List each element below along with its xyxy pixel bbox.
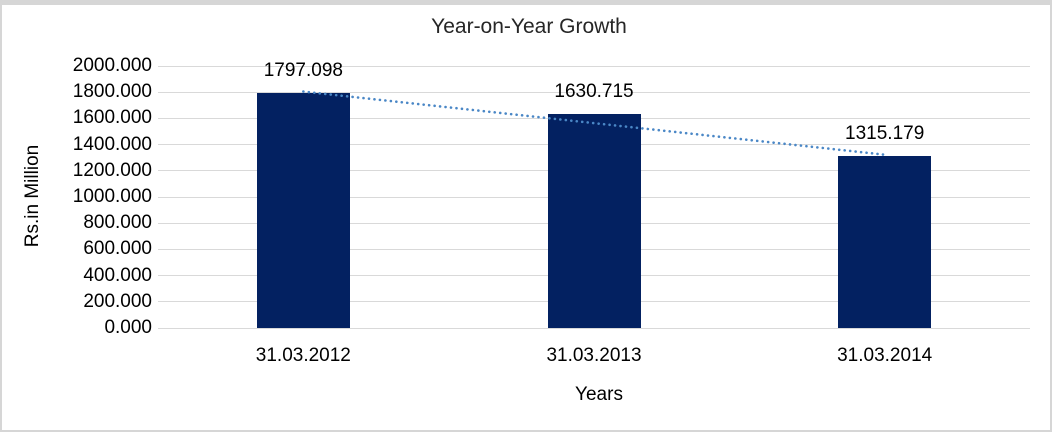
y-axis-title: Rs.in Million [22, 144, 43, 248]
data-label: 1315.179 [845, 122, 925, 144]
y-tick-label: 200.000 [83, 290, 152, 312]
bar [256, 92, 350, 328]
data-label: 1797.098 [263, 59, 343, 81]
y-tick-label: 800.000 [83, 212, 152, 234]
y-tick-label: 1800.000 [72, 81, 152, 103]
bar [547, 114, 641, 328]
x-axis-title: Years [575, 384, 623, 405]
y-tick-label: 1400.000 [72, 133, 152, 155]
gridline [158, 65, 1030, 67]
y-tick-label: 0.000 [104, 317, 152, 338]
y-tick-label: 1600.000 [72, 107, 152, 129]
bar [838, 155, 932, 328]
y-tick-label: 2000.000 [72, 55, 152, 76]
y-tick-label: 600.000 [83, 238, 152, 260]
data-label: 1630.715 [554, 81, 634, 103]
x-tick-label: 31.03.2013 [546, 345, 642, 366]
y-tick-label: 1200.000 [72, 159, 152, 181]
y-tick-label: 400.000 [83, 264, 152, 286]
x-tick-label: 31.03.2014 [837, 345, 933, 366]
y-tick-label: 1000.000 [72, 186, 152, 207]
gridline [158, 327, 1030, 329]
x-tick-label: 31.03.2012 [255, 345, 351, 366]
chart-title: Year-on-Year Growth [431, 15, 627, 38]
